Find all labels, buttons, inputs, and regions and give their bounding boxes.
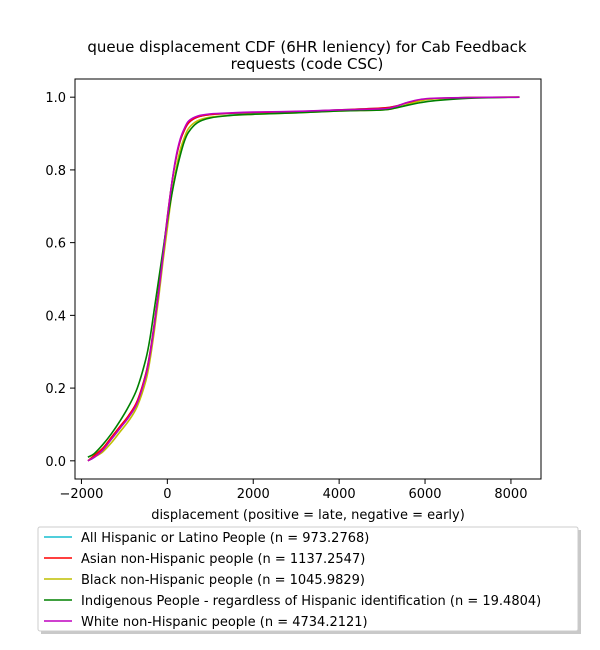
y-tick-label: 0.2	[45, 382, 66, 397]
series-line-0	[87, 96, 520, 462]
legend-entry-4: White non-Hispanic people (n = 4734.2121…	[81, 615, 368, 630]
y-tick-label: 0.4	[45, 309, 66, 324]
legend-entry-2: Black non-Hispanic people (n = 1045.9829…	[81, 573, 365, 588]
series-line-4	[87, 96, 520, 462]
x-tick-label: 4000	[323, 487, 356, 502]
x-tick-label: 8000	[494, 487, 527, 502]
legend-entry-0: All Hispanic or Latino People (n = 973.2…	[81, 531, 369, 546]
x-axis-label: displacement (positive = late, negative …	[151, 508, 465, 523]
series-layer	[87, 96, 520, 462]
series-line-3	[87, 96, 520, 458]
y-tick-label: 0.8	[45, 164, 66, 179]
y-tick-label: 1.0	[45, 91, 66, 106]
chart-title-line-2: requests (code CSC)	[231, 55, 384, 73]
x-tick-label: 0	[163, 487, 171, 502]
x-tick-label: 2000	[237, 487, 270, 502]
y-tick-label: 0.6	[45, 237, 66, 252]
legend: All Hispanic or Latino People (n = 973.2…	[37, 526, 581, 634]
x-tick-label: 6000	[408, 487, 441, 502]
series-line-2	[87, 96, 520, 462]
legend-entry-1: Asian non-Hispanic people (n = 1137.2547…	[81, 552, 365, 567]
x-tick-label: −2000	[59, 487, 103, 502]
legend-entry-3: Indigenous People - regardless of Hispan…	[81, 594, 541, 609]
plot-frame	[74, 78, 542, 480]
y-tick-label: 0.0	[45, 455, 66, 470]
series-line-1	[87, 96, 520, 462]
legend-items: All Hispanic or Latino People (n = 973.2…	[44, 531, 541, 630]
chart-title-line-1: queue displacement CDF (6HR leniency) fo…	[87, 38, 527, 56]
ticks-layer: −2000 0 2000 4000 6000 8000 0.0 0.2 0.4 0.6 0.8 1.0	[45, 91, 527, 502]
legend-box	[37, 526, 579, 632]
